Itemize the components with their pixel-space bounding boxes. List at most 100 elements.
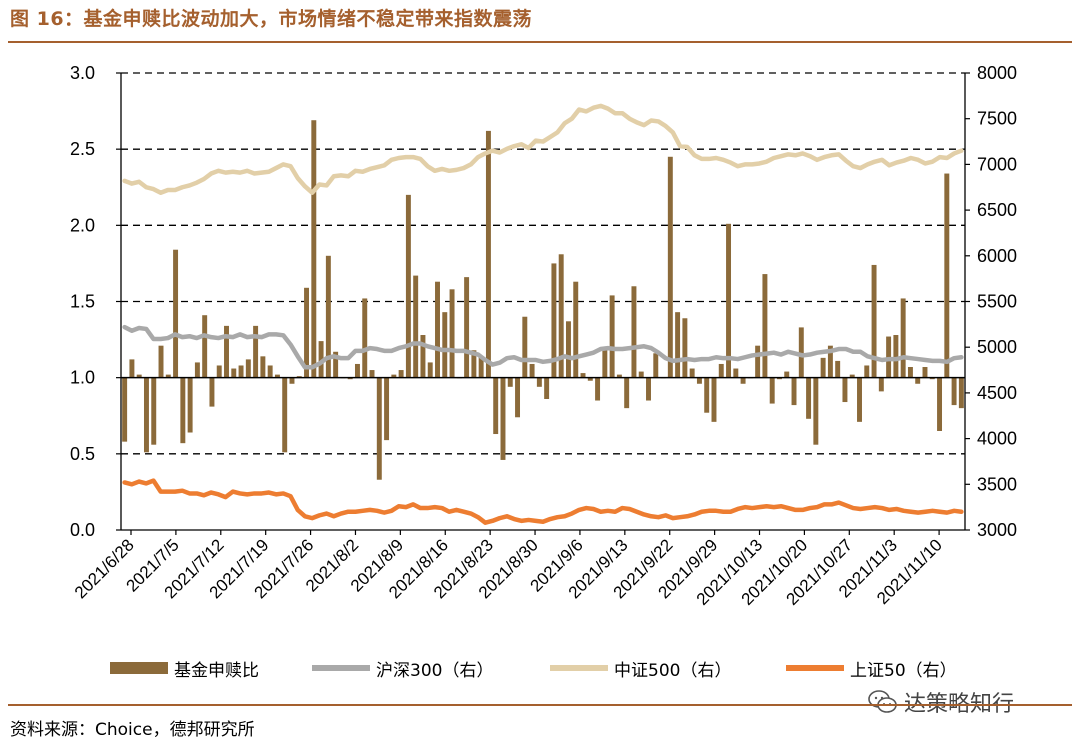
ratio-bar — [711, 377, 717, 422]
ratio-bar — [478, 356, 484, 378]
ratio-bar — [311, 120, 317, 378]
index-lines — [122, 103, 964, 525]
ratio-bar — [864, 365, 870, 378]
grid-lines — [121, 72, 965, 455]
left-tick-label: 0.0 — [70, 520, 95, 540]
ratio-bar — [755, 345, 761, 378]
ratio-bar — [580, 373, 586, 378]
ratio-bar — [565, 321, 571, 378]
ratio-bar — [435, 281, 440, 378]
ratio-bar — [536, 377, 542, 387]
ratio-bar — [173, 249, 179, 378]
ratio-bar — [245, 359, 251, 378]
ratio-bar — [224, 325, 229, 378]
ratio-bar — [318, 341, 324, 378]
ratio-bar — [231, 368, 237, 378]
ratio-bar — [675, 312, 681, 378]
ratio-bar — [180, 377, 186, 444]
ratio-bar — [827, 345, 833, 378]
legend-swatch-hs300 — [312, 665, 370, 671]
left-tick-label: 2.0 — [70, 215, 95, 235]
ratio-bar — [951, 377, 957, 406]
left-tick-label: 3.0 — [70, 63, 95, 83]
combo-chart: 0.0 0.5 1.0 1.5 2.0 2.5 3.0 3000 3500 4000 4500 500… — [70, 63, 1017, 609]
ratio-bar — [500, 377, 506, 460]
ratio-bar — [260, 356, 266, 378]
ratio-bar — [507, 377, 513, 387]
sse50-line — [122, 478, 964, 525]
ratio-bar — [958, 377, 964, 409]
ratio-bar — [304, 287, 310, 378]
ratio-bar — [354, 363, 360, 378]
left-tick-label: 2.5 — [70, 139, 95, 159]
ratio-bar — [813, 377, 819, 445]
ratio-bar — [653, 353, 659, 378]
legend-item-csi500: 中证500（右） — [550, 656, 731, 681]
ratio-bar — [842, 377, 848, 403]
hs300-line — [122, 324, 964, 370]
ratio-bar — [558, 254, 564, 378]
ratio-bar — [718, 363, 724, 378]
source-note: 资料来源：Choice，德邦研究所 — [10, 720, 255, 740]
legend-swatch-ratio — [110, 662, 168, 674]
right-tick-label: 8000 — [977, 63, 1017, 83]
figure-title: 图 16：基金申赎比波动加大，市场情绪不稳定带来指数震荡 — [10, 8, 533, 30]
ratio-bar — [267, 365, 273, 378]
ratio-bar — [238, 365, 244, 378]
ratio-bars — [122, 120, 964, 480]
ratio-bar — [835, 360, 841, 378]
ratio-bar — [682, 318, 688, 378]
ratio-bar — [427, 362, 433, 378]
ratio-bar — [296, 376, 302, 378]
right-tick-label: 4000 — [977, 429, 1017, 449]
ratio-bar — [587, 377, 593, 381]
right-tick-label: 5000 — [977, 337, 1017, 357]
ratio-bar — [274, 374, 280, 378]
right-tick-label: 4500 — [977, 383, 1017, 403]
ratio-bar — [776, 377, 782, 380]
legend-label-hs300: 沪深300（右） — [376, 660, 494, 681]
ratio-bar — [646, 377, 651, 401]
ratio-bar — [871, 264, 877, 378]
legend-label-sse50: 上证50（右） — [850, 660, 957, 681]
ratio-bar — [376, 377, 382, 480]
watermark-text: 达策略知行 — [904, 692, 1015, 717]
ratio-bar — [638, 371, 644, 378]
ratio-bar — [791, 377, 797, 406]
ratio-bar — [325, 255, 331, 378]
right-tick-label: 7500 — [977, 109, 1017, 129]
ratio-bar — [151, 377, 157, 445]
ratio-bar — [122, 377, 128, 442]
ratio-bar — [362, 298, 368, 378]
ratio-bar — [937, 377, 943, 431]
legend: 基金申赎比 沪深300（右） 中证500（右） 上证50（右） — [110, 656, 1010, 681]
ratio-bar — [333, 351, 339, 378]
ratio-bar — [616, 374, 622, 378]
ratio-bar — [413, 275, 419, 378]
ratio-bar — [216, 365, 222, 378]
ratio-bar — [878, 377, 884, 392]
ratio-bar — [471, 350, 477, 378]
ratio-bar — [595, 377, 601, 401]
ratio-bar — [464, 277, 470, 378]
ratio-bar — [442, 312, 448, 378]
ratio-bar — [609, 295, 615, 378]
legend-item-sse50: 上证50（右） — [786, 656, 957, 681]
ratio-bar — [129, 359, 135, 378]
ratio-bar — [849, 374, 855, 378]
ratio-bar — [573, 281, 579, 378]
ratio-bar — [726, 223, 732, 378]
ratio-bar — [733, 368, 739, 378]
ratio-bar — [398, 370, 404, 378]
ratio-bar — [449, 289, 455, 378]
ratio-bar — [187, 377, 193, 433]
watermark: 达策略知行 — [868, 686, 1014, 718]
csi500-line — [122, 103, 964, 195]
ratio-bar — [202, 315, 208, 378]
ratio-bar — [384, 377, 390, 441]
ratio-bar — [784, 371, 790, 378]
ratio-bar — [282, 377, 288, 453]
legend-label-ratio: 基金申赎比 — [174, 660, 259, 681]
right-tick-label: 3000 — [977, 520, 1017, 540]
ratio-bar — [820, 357, 826, 378]
